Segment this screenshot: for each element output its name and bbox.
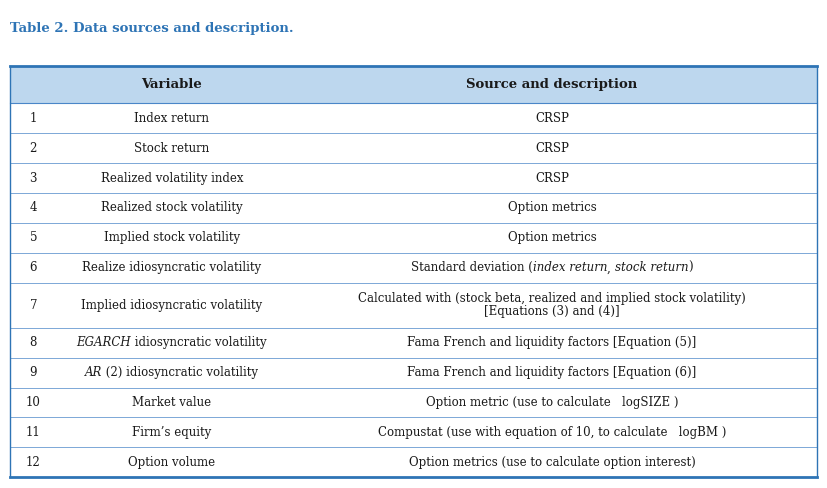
Text: [Equations (3) and (4)]: [Equations (3) and (4)] — [484, 305, 619, 319]
Bar — [10, 447, 817, 477]
Text: Variable: Variable — [141, 78, 202, 91]
Bar — [10, 327, 817, 358]
Text: (2) idiosyncratic volatility: (2) idiosyncratic volatility — [103, 366, 259, 379]
Text: Calculated with (stock beta, realized and implied stock volatility): Calculated with (stock beta, realized an… — [358, 292, 746, 305]
Text: Compustat (use with equation of 10, to calculate   logBM ): Compustat (use with equation of 10, to c… — [378, 426, 726, 439]
Text: Stock return: Stock return — [134, 142, 209, 155]
Text: Option metric (use to calculate   logSIZE ): Option metric (use to calculate logSIZE … — [426, 396, 678, 409]
Bar — [10, 163, 817, 193]
Bar — [10, 253, 817, 283]
Text: CRSP: CRSP — [535, 172, 569, 184]
Text: CRSP: CRSP — [535, 112, 569, 125]
Text: Fama French and liquidity factors [Equation (5)]: Fama French and liquidity factors [Equat… — [408, 336, 696, 349]
Text: EGARCH: EGARCH — [77, 336, 131, 349]
Bar — [10, 66, 817, 103]
Text: Option metrics: Option metrics — [508, 202, 596, 215]
Text: 5: 5 — [30, 231, 37, 244]
Bar — [10, 387, 817, 417]
Text: Realize idiosyncratic volatility: Realize idiosyncratic volatility — [82, 262, 261, 274]
Text: 4: 4 — [30, 202, 37, 215]
Text: idiosyncratic volatility: idiosyncratic volatility — [131, 336, 267, 349]
Text: 10: 10 — [26, 396, 41, 409]
Text: Standard deviation (: Standard deviation ( — [411, 262, 533, 274]
Text: 11: 11 — [26, 426, 41, 439]
Text: Option volume: Option volume — [128, 456, 215, 469]
Text: Index return: Index return — [134, 112, 209, 125]
Bar — [10, 103, 817, 133]
Text: ,: , — [607, 262, 614, 274]
Text: Source and description: Source and description — [466, 78, 638, 91]
Text: 7: 7 — [30, 299, 37, 312]
Text: 2: 2 — [30, 142, 37, 155]
Bar — [10, 417, 817, 447]
Bar — [10, 193, 817, 223]
Text: Realized stock volatility: Realized stock volatility — [101, 202, 242, 215]
Text: Implied idiosyncratic volatility: Implied idiosyncratic volatility — [81, 299, 262, 312]
Text: Market value: Market value — [132, 396, 212, 409]
Text: index return: index return — [533, 262, 607, 274]
Text: Implied stock volatility: Implied stock volatility — [103, 231, 240, 244]
Text: stock return: stock return — [614, 262, 688, 274]
Text: AR: AR — [85, 366, 103, 379]
Text: Option metrics (use to calculate option interest): Option metrics (use to calculate option … — [409, 456, 696, 469]
Bar — [10, 133, 817, 163]
Text: Table 2. Data sources and description.: Table 2. Data sources and description. — [10, 22, 294, 35]
Text: CRSP: CRSP — [535, 142, 569, 155]
Text: Realized volatility index: Realized volatility index — [101, 172, 243, 184]
Text: 8: 8 — [30, 336, 37, 349]
Bar — [10, 283, 817, 327]
Text: Firm’s equity: Firm’s equity — [132, 426, 212, 439]
Text: Fama French and liquidity factors [Equation (6)]: Fama French and liquidity factors [Equat… — [408, 366, 696, 379]
Text: 9: 9 — [30, 366, 37, 379]
Text: Option metrics: Option metrics — [508, 231, 596, 244]
Text: 1: 1 — [30, 112, 37, 125]
Text: 12: 12 — [26, 456, 41, 469]
Bar — [10, 223, 817, 253]
Text: ): ) — [688, 262, 693, 274]
Text: 3: 3 — [30, 172, 37, 184]
Text: 6: 6 — [30, 262, 37, 274]
Bar — [10, 358, 817, 387]
